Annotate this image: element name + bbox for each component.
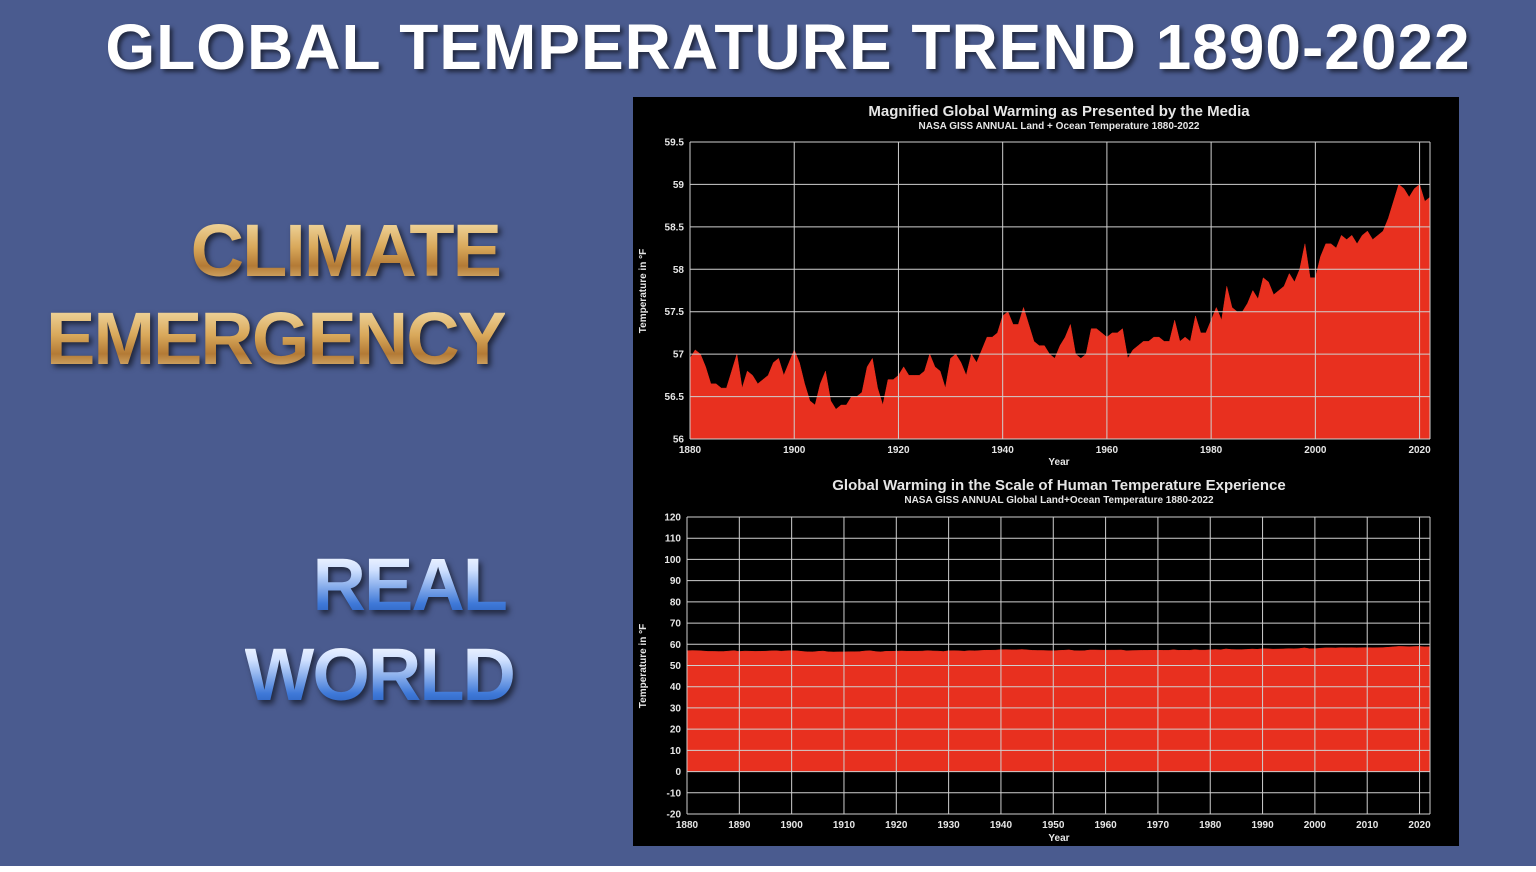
chart2-xtick-1950: 1950: [1042, 820, 1065, 831]
slide-title: GLOBAL TEMPERATURE TREND 1890-2022: [105, 11, 1471, 83]
chart1-xtick-2000: 2000: [1304, 445, 1327, 456]
chart2-ytick-20: 20: [670, 725, 682, 736]
chart2-ytick-80: 80: [670, 597, 682, 608]
chart1-xtick-1900: 1900: [783, 445, 806, 456]
chart2-ytick-60: 60: [670, 640, 682, 651]
chart1-ylabel: Temperature in °F: [638, 249, 649, 333]
climate-emergency-line-1: CLIMATE: [190, 209, 502, 292]
chart2-ytick-120: 120: [664, 513, 681, 524]
chart2-xtick-2000: 2000: [1304, 820, 1327, 831]
chart2-ytick-90: 90: [670, 576, 682, 587]
chart1-ytick-56: 56: [673, 435, 685, 446]
charts-svg: Magnified Global Warming as Presented by…: [638, 103, 1431, 844]
chart2-xtick-2010: 2010: [1356, 820, 1379, 831]
chart2-ytick-10: 10: [670, 746, 682, 757]
chart1-subtitle: NASA GISS ANNUAL Land + Ocean Temperatur…: [919, 121, 1200, 132]
magnified-chart: Magnified Global Warming as Presented by…: [638, 103, 1431, 468]
chart2-xtick-1880: 1880: [676, 820, 699, 831]
chart1-xtick-2020: 2020: [1408, 445, 1431, 456]
chart2-xtick-1890: 1890: [728, 820, 751, 831]
chart1-ytick-58.5: 58.5: [665, 222, 685, 233]
chart2-title: Global Warming in the Scale of Human Tem…: [832, 477, 1285, 494]
chart1-ytick-56.5: 56.5: [665, 392, 685, 403]
chart2-xtick-1910: 1910: [833, 820, 856, 831]
chart2-ytick-70: 70: [670, 619, 682, 630]
chart1-xtick-1980: 1980: [1200, 445, 1223, 456]
chart2-ytick-110: 110: [665, 534, 682, 545]
chart2-xtick-1970: 1970: [1147, 820, 1170, 831]
chart1-ytick-59.5: 59.5: [665, 138, 685, 149]
chart2-xtick-1990: 1990: [1251, 820, 1274, 831]
chart1-xlabel: Year: [1048, 457, 1069, 468]
chart2-ytick--10: -10: [667, 788, 682, 799]
chart1-ytick-59: 59: [673, 180, 685, 191]
chart1-xtick-1960: 1960: [1096, 445, 1119, 456]
chart2-area-series: [686, 646, 1431, 772]
chart2-xtick-1940: 1940: [990, 820, 1013, 831]
chart1-ytick-57: 57: [673, 350, 685, 361]
real-world-line-1: REAL: [312, 543, 508, 626]
chart2-ylabel: Temperature in °F: [638, 624, 649, 708]
chart2-ytick-100: 100: [664, 555, 681, 566]
chart1-xtick-1940: 1940: [992, 445, 1015, 456]
chart1-ytick-57.5: 57.5: [665, 307, 685, 318]
chart2-ytick-40: 40: [670, 682, 682, 693]
chart1-title: Magnified Global Warming as Presented by…: [868, 103, 1250, 120]
chart1-xtick-1880: 1880: [679, 445, 702, 456]
chart2-subtitle: NASA GISS ANNUAL Global Land+Ocean Tempe…: [904, 495, 1214, 506]
chart2-ytick--20: -20: [667, 810, 682, 821]
chart1-ytick-58: 58: [673, 265, 685, 276]
chart2-xtick-1930: 1930: [937, 820, 960, 831]
chart2-ytick-50: 50: [670, 661, 682, 672]
chart2-ytick-0: 0: [675, 767, 681, 778]
chart2-xtick-2020: 2020: [1408, 820, 1431, 831]
chart1-area-series: [689, 184, 1431, 440]
chart-panel: Magnified Global Warming as Presented by…: [633, 97, 1459, 846]
chart2-xtick-1900: 1900: [781, 820, 804, 831]
chart2-xlabel: Year: [1048, 833, 1069, 844]
climate-emergency-line-2: EMERGENCY: [46, 297, 507, 380]
human-scale-chart: Global Warming in the Scale of Human Tem…: [638, 477, 1431, 844]
real-world-line-2: WORLD: [244, 633, 516, 716]
chart2-xtick-1960: 1960: [1094, 820, 1117, 831]
chart2-xtick-1920: 1920: [885, 820, 908, 831]
chart2-ytick-30: 30: [670, 703, 682, 714]
chart2-xtick-1980: 1980: [1199, 820, 1222, 831]
chart1-xtick-1920: 1920: [887, 445, 910, 456]
